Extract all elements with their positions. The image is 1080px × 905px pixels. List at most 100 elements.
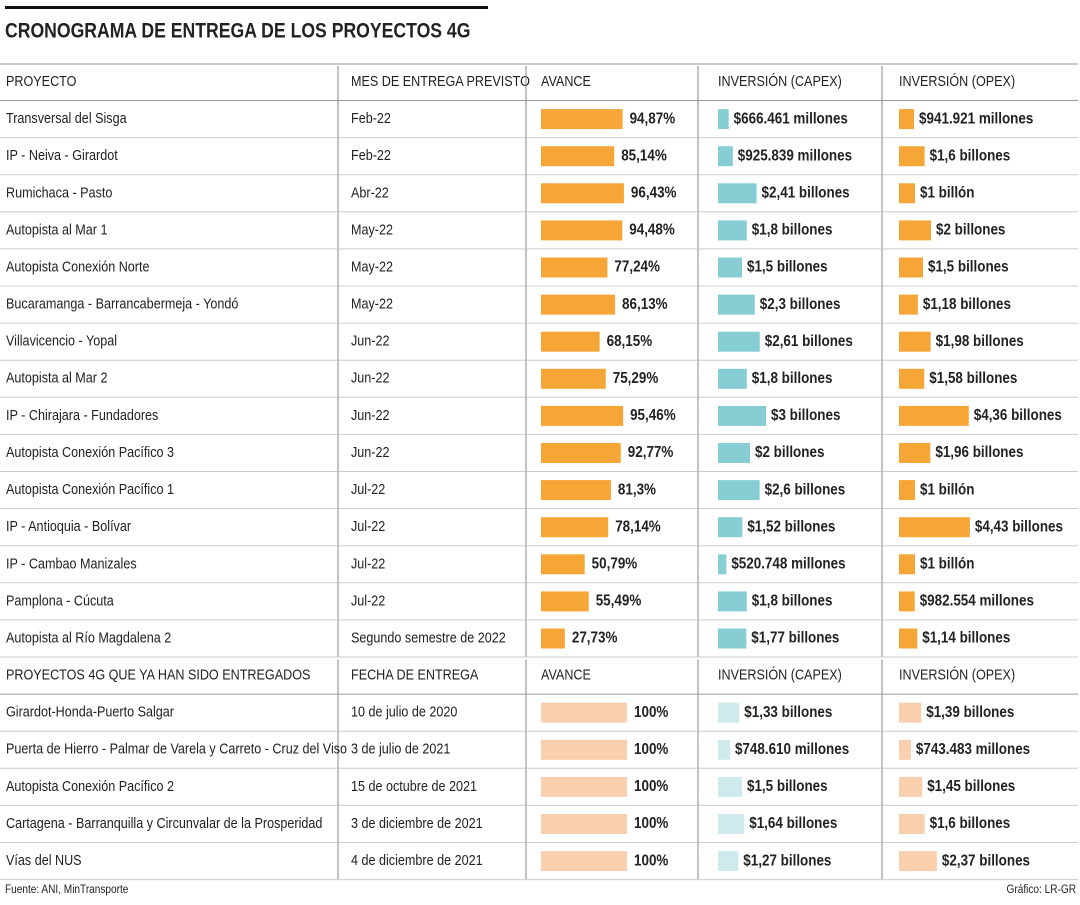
opex-label: $743.483 millones [916,741,1030,758]
project-name: IP - Cambao Manizales [6,554,137,571]
opex-label: $1,96 billones [935,444,1023,461]
avance-label: 85,14% [621,147,667,164]
project-name: Autopista al Mar 2 [6,369,107,386]
avance-bar [541,331,600,352]
opex-bar [899,517,970,538]
delivery-date: 15 de octubre de 2021 [351,777,477,794]
opex-label: $4,36 billones [974,407,1062,424]
capex-bar [718,739,730,760]
avance-bar [541,814,627,834]
opex-label: $982.554 millones [920,593,1034,610]
avance-bar [541,443,621,463]
column-header: INVERSIÓN (OPEX) [899,665,1015,682]
delivery-date: Jun-22 [351,406,390,423]
avance-bar [541,851,627,872]
opex-bar [899,183,915,204]
capex-bar [718,183,757,204]
capex-bar [718,814,745,834]
delivery-date: Jul-22 [351,480,385,497]
capex-bar [718,480,760,501]
capex-label: $2 billones [755,444,824,461]
opex-label: $1,45 billones [927,778,1015,795]
opex-label: $1,14 billones [922,630,1010,647]
opex-label: $1,39 billones [926,704,1014,721]
opex-label: $1,98 billones [936,333,1024,350]
opex-label: $1,6 billones [930,147,1011,164]
capex-bar [718,776,742,797]
column-header: INVERSIÓN (CAPEX) [718,665,842,682]
title: CRONOGRAMA DE ENTREGA DE LOS PROYECTOS 4… [5,19,470,43]
capex-label: $1,52 billones [747,518,835,535]
capex-label: $666.461 millones [734,110,848,127]
capex-label: $2,3 billones [760,296,841,313]
avance-label: 100% [634,815,668,832]
delivery-date: Feb-22 [351,109,391,126]
avance-label: 92,77% [628,444,674,461]
capex-label: $1,27 billones [743,852,831,869]
avance-bar [541,776,627,797]
opex-label: $1 billón [920,481,974,498]
delivery-date: 4 de diciembre de 2021 [351,851,483,868]
opex-bar [899,591,915,612]
avance-bar [541,257,608,278]
avance-bar [541,517,609,538]
project-name: IP - Neiva - Girardot [6,146,118,163]
avance-bar [541,109,623,130]
project-name: Rumichaca - Pasto [6,183,113,200]
opex-bar [899,851,937,872]
capex-bar [718,146,733,167]
avance-label: 94,87% [630,110,676,127]
delivery-date: 3 de diciembre de 2021 [351,814,483,831]
avance-label: 75,29% [613,370,659,387]
capex-bar [718,331,760,352]
opex-label: $4,43 billones [975,518,1063,535]
avance-bar [541,294,616,315]
avance-label: 94,48% [629,222,675,239]
opex-bar [899,257,923,278]
delivery-date: Feb-22 [351,146,391,163]
opex-label: $1 billón [920,556,974,573]
avance-bar [541,146,615,167]
opex-bar [899,739,911,760]
project-name: Pamplona - Cúcuta [6,591,114,608]
avance-label: 81,3% [618,481,656,498]
column-header: PROYECTO [6,72,77,89]
project-name: Villavicencio - Yopal [6,332,117,349]
column-header: INVERSIÓN (CAPEX) [718,72,842,89]
capex-bar [718,220,747,241]
opex-label: $2 billones [936,222,1005,239]
avance-label: 95,46% [630,407,676,424]
delivery-date: Segundo semestre de 2022 [351,628,506,645]
avance-label: 86,13% [622,296,668,313]
capex-label: $520.748 millones [731,556,845,573]
delivery-date: May-22 [351,257,393,274]
project-name: Puerta de Hierro - Palmar de Varela y Ca… [6,740,347,757]
delivery-date: 10 de julio de 2020 [351,703,458,720]
capex-bar [718,257,742,278]
credit: Gráfico: LR-GR [1007,883,1076,896]
capex-label: $1,5 billones [747,259,828,276]
delivery-date: Abr-22 [351,183,389,200]
delivery-date: Jun-22 [351,369,390,386]
opex-bar [899,220,931,241]
top-rule [5,6,488,9]
project-name: Autopista Conexión Pacífico 2 [6,777,174,794]
avance-label: 27,73% [572,630,618,647]
opex-label: $1,5 billones [928,259,1009,276]
avance-label: 100% [634,741,668,758]
source: Fuente: ANI, MinTransporte [5,883,128,896]
project-name: Autopista al Río Magdalena 2 [6,628,171,645]
opex-label: $941.921 millones [919,110,1033,127]
avance-bar [541,628,565,649]
column-header: PROYECTOS 4G QUE YA HAN SIDO ENTREGADOS [6,665,310,682]
capex-label: $925.839 millones [738,147,852,164]
avance-bar [541,405,624,426]
avance-label: 100% [634,852,668,869]
avance-bar [541,591,589,612]
column-header: AVANCE [541,665,591,682]
capex-label: $3 billones [771,407,840,424]
avance-bar [541,220,623,241]
avance-bar [541,554,585,575]
delivery-date: May-22 [351,294,393,311]
capex-bar [718,702,740,723]
